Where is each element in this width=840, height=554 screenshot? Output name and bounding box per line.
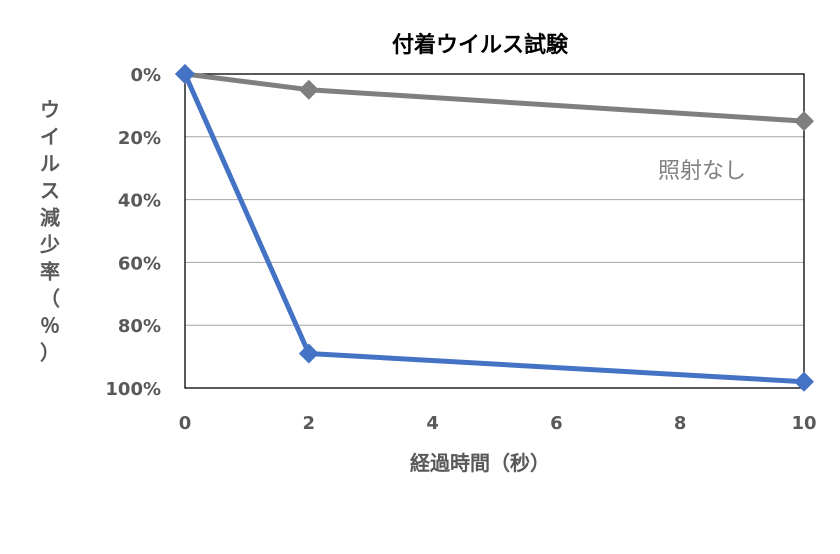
x-tick-label: 6 — [550, 413, 563, 434]
y-tick-label: 80% — [118, 316, 161, 337]
y-axis-label-char: ル — [40, 152, 60, 176]
series-line-0 — [184, 71, 805, 124]
x-tick-label: 4 — [426, 413, 439, 434]
y-axis-label-char: イ — [40, 125, 60, 149]
x-axis-label: 経過時間（秒） — [410, 451, 550, 475]
data-point-marker — [298, 79, 319, 100]
series-layer — [175, 64, 814, 392]
y-tick-label: 60% — [118, 253, 161, 274]
data-point-marker — [794, 111, 814, 132]
x-tick-label: 8 — [674, 413, 687, 434]
x-tick-label: 10 — [791, 413, 816, 434]
x-tick-labels: 0 2 4 6 8 10 — [179, 413, 817, 434]
x-tick-label: 2 — [303, 413, 316, 434]
plot-frame — [184, 73, 805, 389]
annotation-label: 照射なし — [658, 159, 746, 184]
y-tick-label: 20% — [118, 128, 161, 149]
y-axis-label-char: （ — [40, 287, 60, 311]
data-point-marker — [794, 371, 814, 392]
y-axis-label-char: 率 — [40, 260, 60, 284]
y-axis-label-char: ％ — [40, 314, 60, 338]
x-tick-label: 0 — [179, 413, 192, 434]
data-point-marker — [298, 343, 319, 364]
y-tick-label: 100% — [105, 379, 161, 400]
y-axis-label-char: 減 — [40, 206, 60, 230]
y-tick-label: 40% — [118, 191, 161, 212]
chart-title: 付着ウイルス試験 — [392, 32, 569, 58]
y-axis-label-char: ） — [40, 341, 60, 365]
y-tick-labels: 0% 20% 40% 60% 80% 100% — [105, 65, 161, 400]
data-point-marker — [175, 64, 195, 84]
gridlines — [185, 73, 804, 389]
y-tick-label: 0% — [130, 65, 161, 86]
y-axis-label-char: ス — [40, 179, 60, 203]
y-axis-label-char: 少 — [39, 233, 60, 257]
series-line-1 — [182, 72, 805, 385]
y-axis-label-char: ウ — [40, 98, 60, 122]
